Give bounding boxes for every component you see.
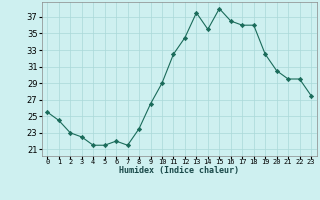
X-axis label: Humidex (Indice chaleur): Humidex (Indice chaleur): [119, 166, 239, 175]
